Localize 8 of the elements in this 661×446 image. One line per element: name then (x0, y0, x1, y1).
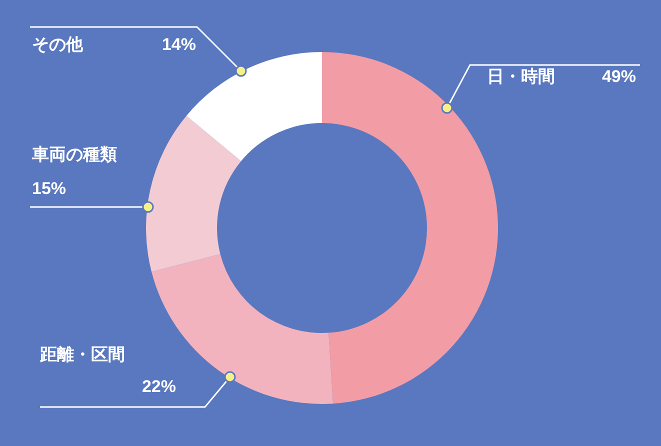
slice-label: 距離・区間 (39, 345, 125, 365)
data-label: 14% (162, 35, 196, 54)
slice-label: 車両の種類 (31, 145, 117, 165)
slice-label: 日・時間 (487, 67, 555, 87)
data-label: 22% (142, 377, 176, 396)
data-label: 49% (602, 67, 636, 86)
slice-label: その他 (32, 35, 84, 55)
data-label: 15% (32, 179, 66, 198)
